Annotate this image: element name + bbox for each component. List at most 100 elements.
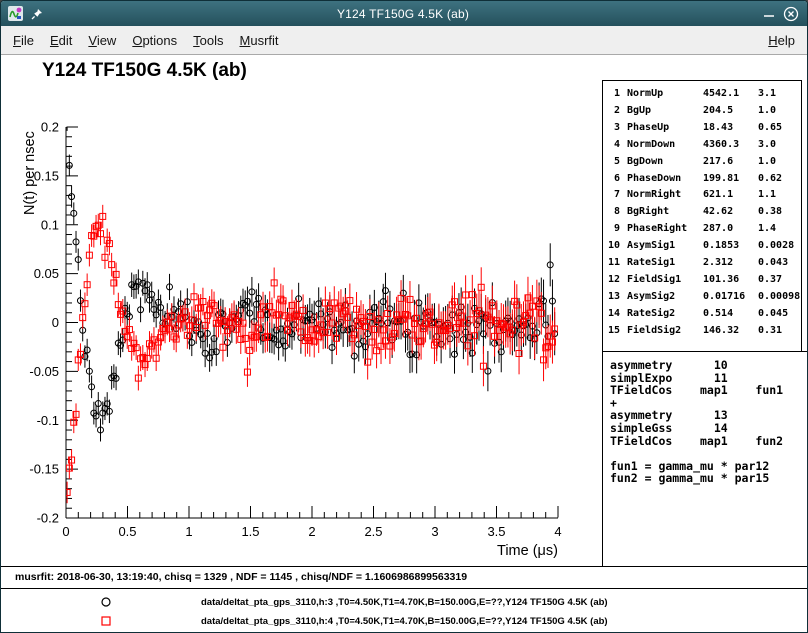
svg-text:4: 4 [554, 524, 561, 539]
param-val: 0.514 [703, 306, 758, 323]
theory-text: asymmetry 10 simplExpo 11 TFieldCos map1… [610, 359, 808, 485]
parameter-row: 2 BgUp204.51.0 [603, 103, 801, 120]
menu-view[interactable]: View [80, 28, 124, 53]
parameter-row: 14RateSig20.5140.045 [603, 306, 801, 323]
param-err: 1.0 [758, 103, 801, 120]
param-name: NormUp [627, 86, 703, 103]
pin-icon[interactable] [29, 6, 45, 22]
param-val: 101.36 [703, 272, 758, 289]
param-err: 1.4 [758, 221, 801, 238]
fit-status-line: musrfit: 2018-06-30, 13:19:40, chisq = 1… [1, 567, 807, 589]
legend-label: data/deltat_pta_gps_3110,h:3 ,T0=4.50K,T… [201, 597, 608, 608]
param-name: NormRight [627, 187, 703, 204]
svg-text:3: 3 [431, 524, 438, 539]
plot-canvas[interactable]: -0.2-0.15-0.1-0.0500.050.10.150.200.511.… [1, 95, 601, 567]
menu-tools[interactable]: Tools [185, 28, 231, 53]
parameter-row: 3PhaseUp18.430.65 [603, 120, 801, 137]
menu-help[interactable]: Help [760, 28, 803, 53]
menu-left-group: FileEditViewOptionsToolsMusrfit [5, 28, 287, 53]
param-no: 4 [603, 137, 620, 154]
param-val: 2.312 [703, 255, 758, 272]
parameter-row: 5BgDown217.61.0 [603, 154, 801, 171]
menu-musrfit[interactable]: Musrfit [232, 28, 287, 53]
legend-marker-circle-icon [100, 596, 112, 608]
parameter-row: 12FieldSig1101.360.37 [603, 272, 801, 289]
param-no: 11 [603, 255, 620, 272]
info-panel: musrfit: 2018-06-30, 13:19:40, chisq = 1… [1, 566, 807, 632]
param-val: 217.6 [703, 154, 758, 171]
param-no: 14 [603, 306, 620, 323]
menubar: FileEditViewOptionsToolsMusrfit Help [1, 26, 807, 55]
legend-item: data/deltat_pta_gps_3110,h:3 ,T0=4.50K,T… [1, 593, 807, 612]
svg-text:0.1: 0.1 [41, 217, 59, 232]
svg-text:N(t) per nsec: N(t) per nsec [22, 131, 38, 215]
application-window: Y124 TF150G 4.5K (ab) FileEditViewOption… [0, 0, 808, 633]
menu-file[interactable]: File [5, 28, 42, 53]
param-no: 10 [603, 238, 620, 255]
titlebar[interactable]: Y124 TF150G 4.5K (ab) [1, 1, 807, 26]
param-val: 0.1853 [703, 238, 758, 255]
parameter-row: 4NormDown4360.33.0 [603, 137, 801, 154]
param-no: 7 [603, 187, 620, 204]
param-err: 0.62 [758, 171, 801, 188]
svg-text:0: 0 [62, 524, 69, 539]
svg-text:2.5: 2.5 [364, 524, 382, 539]
menu-edit[interactable]: Edit [42, 28, 80, 53]
menu-accel-letter: H [768, 33, 777, 48]
svg-text:3.5: 3.5 [487, 524, 505, 539]
minimize-button[interactable] [761, 6, 777, 22]
parameter-row: 8BgRight42.620.38 [603, 204, 801, 221]
menu-accel-letter: O [132, 33, 142, 48]
param-err: 3.0 [758, 137, 801, 154]
svg-text:-0.15: -0.15 [29, 462, 59, 477]
param-val: 4542.1 [703, 86, 758, 103]
svg-text:0.05: 0.05 [34, 266, 59, 281]
param-no: 5 [603, 154, 620, 171]
menu-accel-letter: F [13, 33, 21, 48]
app-icon[interactable] [7, 6, 23, 22]
canvas-area: Y124 TF150G 4.5K (ab) -0.2 -0.15 -0.1 -0.05… [1, 55, 807, 632]
param-err: 0.0028 [758, 238, 801, 255]
param-val: 18.43 [703, 120, 758, 137]
legend-marker-square-icon [100, 615, 112, 627]
param-name: RateSig2 [627, 306, 703, 323]
parameter-row: 13AsymSig20.017160.00098 [603, 289, 801, 306]
param-no: 6 [603, 171, 620, 188]
param-name: BgUp [627, 103, 703, 120]
theory-panel: asymmetry 10 simplExpo 11 TFieldCos map1… [602, 351, 808, 578]
menu-accel-letter: V [88, 33, 96, 48]
param-name: PhaseRight [627, 221, 703, 238]
param-err: 0.65 [758, 120, 801, 137]
param-val: 287.0 [703, 221, 758, 238]
svg-text:-0.05: -0.05 [29, 364, 59, 379]
param-val: 199.81 [703, 171, 758, 188]
plot-title: Y124 TF150G 4.5K (ab) [42, 60, 247, 82]
svg-text:1.5: 1.5 [241, 524, 259, 539]
param-no: 8 [603, 204, 620, 221]
param-no: 1 [603, 86, 620, 103]
parameter-row: 1 NormUp4542.13.1 [603, 86, 801, 103]
parameter-row: 11RateSig12.3120.043 [603, 255, 801, 272]
param-val: 204.5 [703, 103, 758, 120]
param-no: 3 [603, 120, 620, 137]
param-name: FieldSig2 [627, 323, 703, 340]
parameter-row: 9PhaseRight287.01.4 [603, 221, 801, 238]
parameter-row: 7NormRight621.11.1 [603, 187, 801, 204]
param-val: 146.32 [703, 323, 758, 340]
param-no: 2 [603, 103, 620, 120]
svg-text:2: 2 [308, 524, 315, 539]
menu-accel-letter: M [240, 33, 251, 48]
svg-text:-0.1: -0.1 [37, 413, 59, 428]
svg-text:-0.2: -0.2 [37, 511, 59, 526]
param-err: 3.1 [758, 86, 801, 103]
param-val: 42.62 [703, 204, 758, 221]
close-button[interactable] [783, 6, 799, 22]
window-title: Y124 TF150G 4.5K (ab) [45, 7, 761, 21]
param-name: PhaseDown [627, 171, 703, 188]
svg-text:1: 1 [185, 524, 192, 539]
param-name: NormDown [627, 137, 703, 154]
parameter-row: 6 PhaseDown199.810.62 [603, 171, 801, 188]
menu-options[interactable]: Options [124, 28, 185, 53]
svg-text:Time (μs): Time (μs) [497, 543, 558, 559]
parameter-panel: 1NormUp4542.13.12BgUp204.51.03PhaseUp18.… [602, 80, 802, 353]
